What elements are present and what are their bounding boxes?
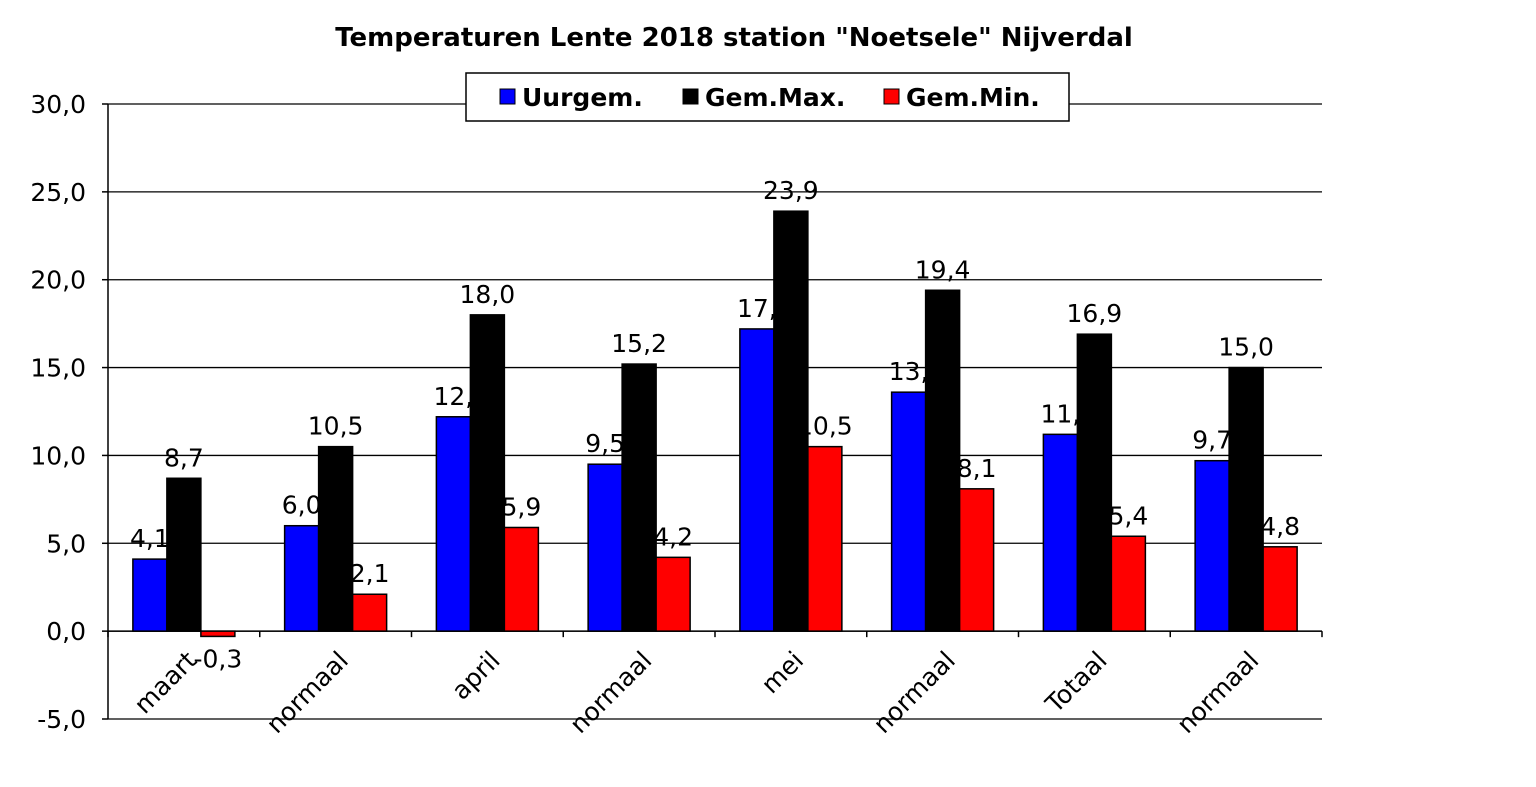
bar-gemmax-1: [317, 445, 354, 632]
bar-gemmax-3: [621, 363, 657, 632]
data-label-gemmin-5: 8,1: [957, 454, 997, 483]
data-label-gemmin-3: 4,2: [653, 522, 693, 551]
category-label-4: mei: [756, 646, 810, 700]
data-label-gemmin-1: 2,1: [350, 559, 390, 588]
y-axis-ticks: 30,0 25,0 20,0 15,0 10,0 5,0 0,0 -5,0: [30, 90, 108, 734]
legend-label-1: Gem.Max.: [705, 83, 845, 112]
data-label-uurgem-5: 13,: [889, 357, 929, 386]
data-label-uurgem-0: 4,1: [130, 524, 170, 553]
data-label-gemmax-3: 15,2: [611, 329, 667, 358]
y-tick-label-2: 20,0: [30, 266, 86, 295]
bar-uurgem-3: [587, 463, 623, 632]
bar-uurgem-4: [739, 328, 775, 632]
data-label-uurgem-1: 6,0: [282, 491, 322, 520]
bar-uurgem-6: [1042, 433, 1079, 632]
data-label-gemmax-5: 19,4: [915, 255, 971, 284]
bar-uurgem-1: [283, 524, 320, 632]
bar-gemmin-7: [1262, 546, 1298, 632]
bar-uurgem-7: [1194, 459, 1230, 632]
bar-gemmin-5: [958, 488, 995, 632]
bar-gemmax-5: [924, 289, 961, 632]
data-label-gemmax-2: 18,0: [460, 280, 516, 309]
category-label-5: normaal: [868, 646, 961, 739]
bar-gemmax-6: [1076, 333, 1113, 632]
category-label-7: normaal: [1171, 646, 1264, 739]
bar-gemmin-1: [351, 593, 388, 632]
data-label-uurgem-6: 11,: [1040, 399, 1080, 428]
data-label-gemmax-0: 8,7: [164, 443, 204, 472]
y-tick-label-7: -5,0: [37, 705, 86, 734]
legend-label-0: Uurgem.: [522, 83, 643, 112]
category-labels: maart normaal april normaal mei normaal Totaal…: [129, 646, 1265, 739]
bar-uurgem-0: [132, 558, 168, 632]
category-label-1: normaal: [261, 646, 354, 739]
category-label-3: normaal: [564, 646, 657, 739]
bar-gemmax-2: [469, 314, 506, 632]
category-label-2: april: [446, 646, 506, 706]
bar-uurgem-2: [435, 416, 472, 632]
y-tick-label-3: 15,0: [30, 354, 86, 383]
data-label-gemmin-7: 4,8: [1260, 512, 1300, 541]
data-label-uurgem-2: 12,: [433, 382, 473, 411]
legend-swatch-1: [682, 88, 699, 105]
y-tick-label-0: 30,0: [30, 90, 86, 119]
bar-gemmax-4: [773, 210, 809, 632]
data-label-gemmin-2: 5,9: [501, 492, 541, 521]
legend-box: [465, 72, 1070, 122]
bar-gemmin-3: [655, 556, 691, 632]
bar-gemmin-0: [200, 630, 236, 638]
bar-gemmin-4: [807, 445, 843, 632]
data-labels: 4,1 8,7 -0,3 6,0 10,5 2,1 12, 18,0 5,9 9,5 15,2 4,2…: [130, 176, 1300, 673]
data-label-uurgem-3: 9,5: [585, 429, 625, 458]
category-label-0: maart: [129, 646, 203, 720]
chart-title: Temperaturen Lente 2018 station "Noetsel…: [335, 23, 1133, 53]
data-label-gemmax-1: 10,5: [308, 412, 364, 441]
bars: [132, 210, 1298, 638]
legend-swatch-2: [883, 88, 900, 105]
bar-gemmax-0: [166, 477, 202, 632]
data-label-gemmax-7: 15,0: [1218, 333, 1274, 362]
y-tick-label-4: 10,0: [30, 441, 86, 470]
legend-label-2: Gem.Min.: [906, 83, 1040, 112]
data-label-gemmax-4: 23,9: [763, 176, 819, 205]
data-label-uurgem-4: 17,: [737, 294, 777, 323]
y-tick-label-1: 25,0: [30, 178, 86, 207]
legend: Uurgem. Gem.Max. Gem.Min.: [465, 72, 1070, 122]
data-label-gemmax-6: 16,9: [1067, 299, 1123, 328]
bar-gemmin-6: [1110, 535, 1147, 632]
data-label-uurgem-7: 9,7: [1192, 426, 1232, 455]
bar-gemmax-7: [1228, 366, 1264, 632]
data-label-gemmin-4: 10,5: [797, 412, 853, 441]
bar-uurgem-5: [890, 391, 927, 632]
data-label-gemmin-0: -0,3: [193, 644, 242, 673]
category-label-6: Totaal: [1039, 646, 1112, 719]
legend-swatch-0: [499, 88, 516, 105]
bar-gemmin-2: [503, 526, 540, 632]
y-tick-label-5: 5,0: [46, 529, 86, 558]
y-tick-label-6: 0,0: [46, 617, 86, 646]
data-label-gemmin-6: 5,4: [1108, 501, 1148, 530]
